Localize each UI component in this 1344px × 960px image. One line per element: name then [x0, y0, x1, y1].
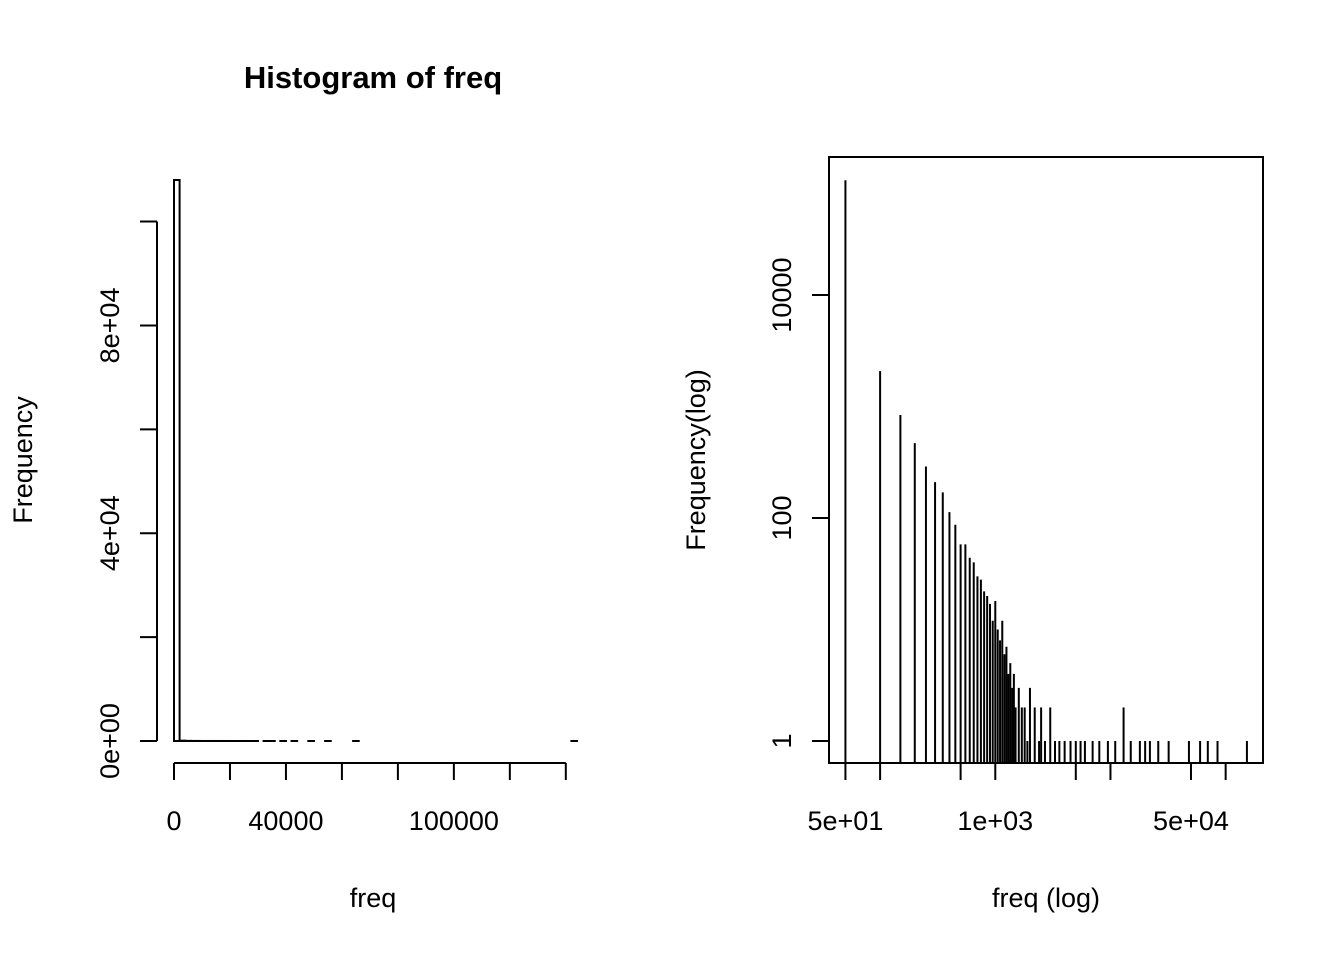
bar — [173, 179, 181, 742]
x-tick-label: 1e+03 — [957, 806, 1033, 836]
chart-title: Histogram of freq — [244, 60, 502, 95]
x-tick-label: 100000 — [409, 806, 499, 836]
x-tick-label: 0 — [166, 806, 181, 836]
y-tick-label: 10000 — [767, 257, 797, 332]
x-tick-label: 5e+04 — [1153, 806, 1229, 836]
y-axis-label: Frequency — [8, 396, 38, 524]
x-axis-label: freq — [350, 883, 397, 913]
y-tick-label: 100 — [767, 495, 797, 540]
x-tick-label: 40000 — [248, 806, 323, 836]
y-tick-label: 4e+04 — [95, 495, 125, 571]
y-tick-label: 8e+04 — [95, 288, 125, 364]
x-axis-label: freq (log) — [992, 883, 1100, 913]
y-tick-label: 0e+00 — [95, 703, 125, 779]
x-tick-label: 5e+01 — [808, 806, 884, 836]
y-tick-label: 1 — [767, 733, 797, 748]
y-axis-label: Frequency(log) — [681, 369, 711, 551]
